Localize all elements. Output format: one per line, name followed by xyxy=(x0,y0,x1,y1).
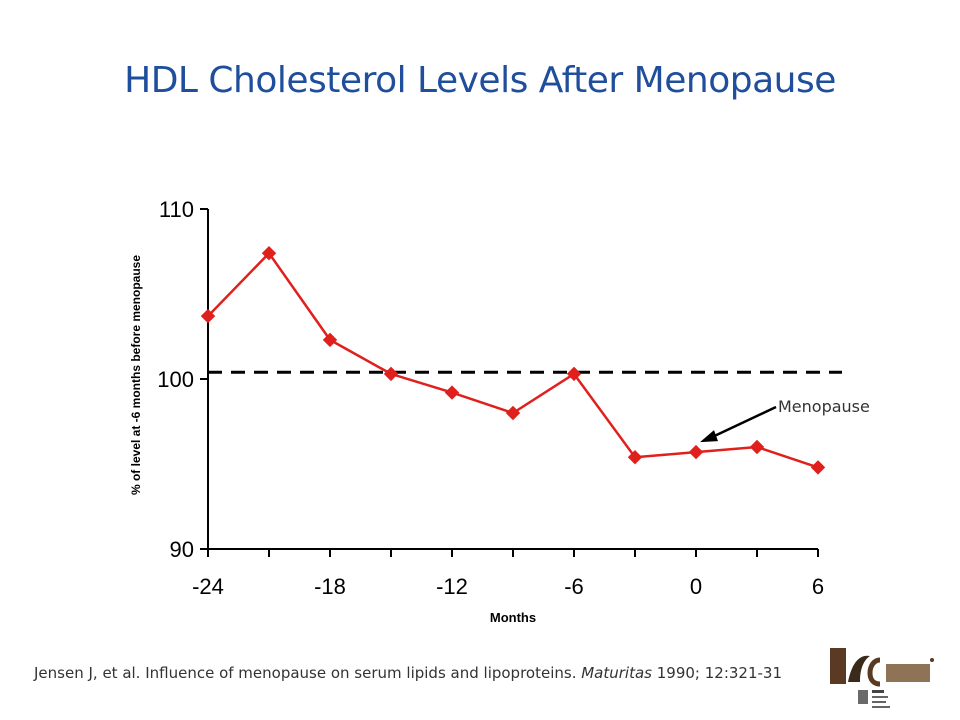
x-tick-label: -18 xyxy=(314,574,346,599)
y-tick-label: 90 xyxy=(170,537,194,562)
data-point xyxy=(383,366,399,382)
citation-text: Jensen J, et al. Influence of menopause … xyxy=(34,664,582,682)
citation: Jensen J, et al. Influence of menopause … xyxy=(34,664,782,682)
data-point xyxy=(444,385,460,400)
x-tick-label: -12 xyxy=(436,574,468,599)
annotation-arrow-line xyxy=(711,405,777,439)
citation-details: 1990; 12:321-31 xyxy=(651,664,783,682)
slide-title: HDL Cholesterol Levels After Menopause xyxy=(124,60,836,101)
data-point xyxy=(688,444,704,460)
series-line xyxy=(207,251,819,469)
x-tick-label: 0 xyxy=(690,574,702,599)
data-point xyxy=(505,405,521,421)
data-point xyxy=(810,460,826,475)
data-point xyxy=(566,366,582,382)
annotation-label: Menopause xyxy=(778,397,870,416)
hdl-line-chart: 110 100 90 -24 -18 -12 -6 0 6 Months % of level at… xyxy=(129,197,870,625)
data-point xyxy=(749,439,765,455)
data-point xyxy=(200,308,216,324)
x-axis-title: Months xyxy=(490,610,536,625)
data-point xyxy=(261,245,277,261)
citation-journal: Maturitas xyxy=(581,664,652,682)
data-point xyxy=(322,332,338,348)
data-point xyxy=(627,449,643,465)
y-axis-title: % of level at -6 months before menopause xyxy=(129,255,143,495)
hercare-logo xyxy=(830,648,934,708)
y-tick-label: 110 xyxy=(159,197,194,222)
x-tick-label: 6 xyxy=(812,574,824,599)
x-tick-label: -6 xyxy=(564,574,584,599)
annotation-arrow-head xyxy=(700,430,718,443)
y-tick-label: 100 xyxy=(157,367,194,392)
x-tick-label: -24 xyxy=(192,574,224,599)
